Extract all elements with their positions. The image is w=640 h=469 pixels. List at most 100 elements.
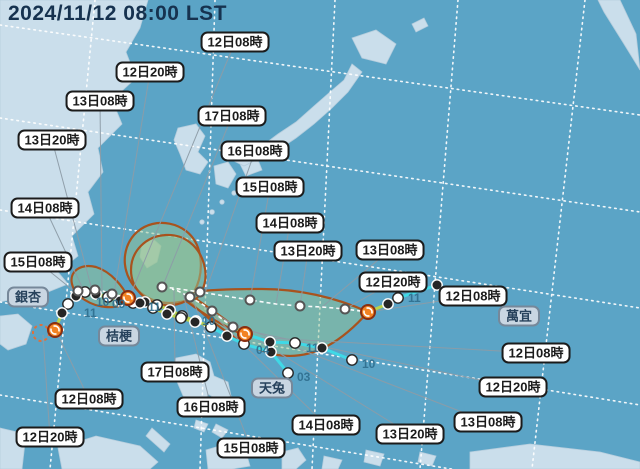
time-label: 12日20時 (15, 426, 85, 448)
time-label: 13日08時 (453, 411, 523, 433)
forecast-position-dot (106, 288, 118, 300)
time-label: 14日08時 (10, 197, 80, 219)
forecast-track-line (157, 286, 369, 313)
day-number: 09 (112, 297, 126, 311)
forecast-position-dot (339, 303, 351, 315)
past-position-dot-20h (289, 337, 301, 349)
time-label: 14日08時 (291, 414, 361, 436)
land-sulawesi (281, 447, 307, 469)
past-position-dot-20h (147, 302, 159, 314)
typhoon-current-marker[interactable] (120, 290, 136, 306)
time-label: 13日20時 (375, 423, 445, 445)
forecast-track-line (171, 288, 234, 328)
typhoon-current-marker[interactable] (47, 322, 63, 338)
land-island (321, 455, 343, 469)
day-number: 11 (408, 291, 421, 305)
past-position-dot-08h (382, 298, 394, 310)
time-label: 15日08時 (216, 437, 286, 459)
time-label: 13日20時 (17, 129, 87, 151)
past-position-dot-08h (56, 307, 68, 319)
day-number: 03 (297, 370, 311, 384)
typhoon-spiral-arm (243, 329, 250, 336)
leader-line (99, 100, 103, 293)
past-position-dot-20h (346, 354, 358, 366)
forecast-position-dot (206, 305, 218, 317)
typhoon-current-marker[interactable] (360, 304, 376, 320)
time-label: 17日08時 (197, 105, 267, 127)
day-number: 10 (362, 357, 376, 371)
leader-line (275, 222, 291, 305)
leader-line (161, 115, 233, 289)
leader-line (223, 319, 489, 423)
time-label: 13日08時 (355, 239, 425, 261)
track-dot-layer (56, 279, 443, 379)
past-position-dot-08h (264, 336, 276, 348)
time-label: 15日08時 (235, 176, 305, 198)
land-island (417, 451, 437, 467)
forecast-cone-layer (70, 221, 370, 358)
typhoon-spiral-arm (53, 325, 60, 332)
time-label: 12日20時 (358, 271, 428, 293)
leader-line (234, 327, 514, 388)
time-label: 12日08時 (54, 388, 124, 410)
land-palawan (145, 427, 171, 453)
typhoon-spiral-arm (50, 328, 57, 335)
past-position-dot-08h (316, 342, 328, 354)
past-position-dot-20h (205, 321, 217, 333)
leader-line (204, 150, 256, 294)
forecast-position-dot (156, 281, 168, 293)
day-number: 10 (202, 314, 216, 328)
time-label: 13日20時 (273, 240, 343, 262)
day-number: 11 (148, 300, 161, 314)
typhoon-name-label[interactable]: 銀杏 (6, 286, 50, 308)
leader-line (202, 304, 327, 426)
land-hokkaido (351, 29, 397, 65)
land-ryukyu (199, 219, 205, 225)
time-label: 12日08時 (200, 31, 270, 53)
day-number: 04 (256, 343, 270, 357)
forecast-position-dot (244, 294, 256, 306)
leader-line (55, 330, 90, 400)
forecast-position-dot (227, 321, 239, 333)
land-hainan (0, 313, 33, 351)
land-newguinea (469, 443, 640, 469)
past-position-dot-20h (62, 298, 74, 310)
forecast-position-dot (194, 286, 206, 298)
land-kyushu (213, 161, 237, 189)
land-sakhalin (597, 0, 640, 71)
time-label: 12日08時 (501, 342, 571, 364)
leader-line (44, 207, 84, 290)
leader-line (129, 41, 236, 297)
land-ryukyu (209, 209, 215, 215)
leader-line (173, 289, 176, 373)
typhoon-spiral-arm (366, 307, 373, 314)
land-island (363, 449, 385, 467)
forecast-position-dot (89, 284, 101, 296)
leader-line (113, 71, 151, 295)
time-label: 12日20時 (478, 376, 548, 398)
time-label: 14日08時 (255, 212, 325, 234)
past-position-dot-08h (221, 330, 233, 342)
typhoon-name-label[interactable]: 萬宜 (497, 305, 541, 327)
day-number: 11 (84, 306, 97, 320)
past-position-dot-20h (175, 312, 187, 324)
leader-line-layer (37, 41, 537, 449)
land-ryukyu (219, 199, 225, 205)
time-label: 12日20時 (115, 61, 185, 83)
time-label: 13日08時 (65, 90, 135, 112)
typhoon-spiral-arm (126, 293, 133, 300)
leader-line (42, 334, 51, 438)
typhoon-name-label[interactable]: 天兔 (250, 377, 294, 399)
leader-line (182, 292, 212, 408)
current-position-layer (32, 290, 376, 342)
typhoon-current-marker[interactable] (237, 326, 253, 342)
leader-line (249, 186, 271, 301)
past-position-dot-08h (161, 308, 173, 320)
typhoon-spiral-arm (363, 310, 370, 317)
typhoon-name-label[interactable]: 桔梗 (97, 325, 141, 347)
typhoon-spiral-arm (240, 332, 247, 339)
